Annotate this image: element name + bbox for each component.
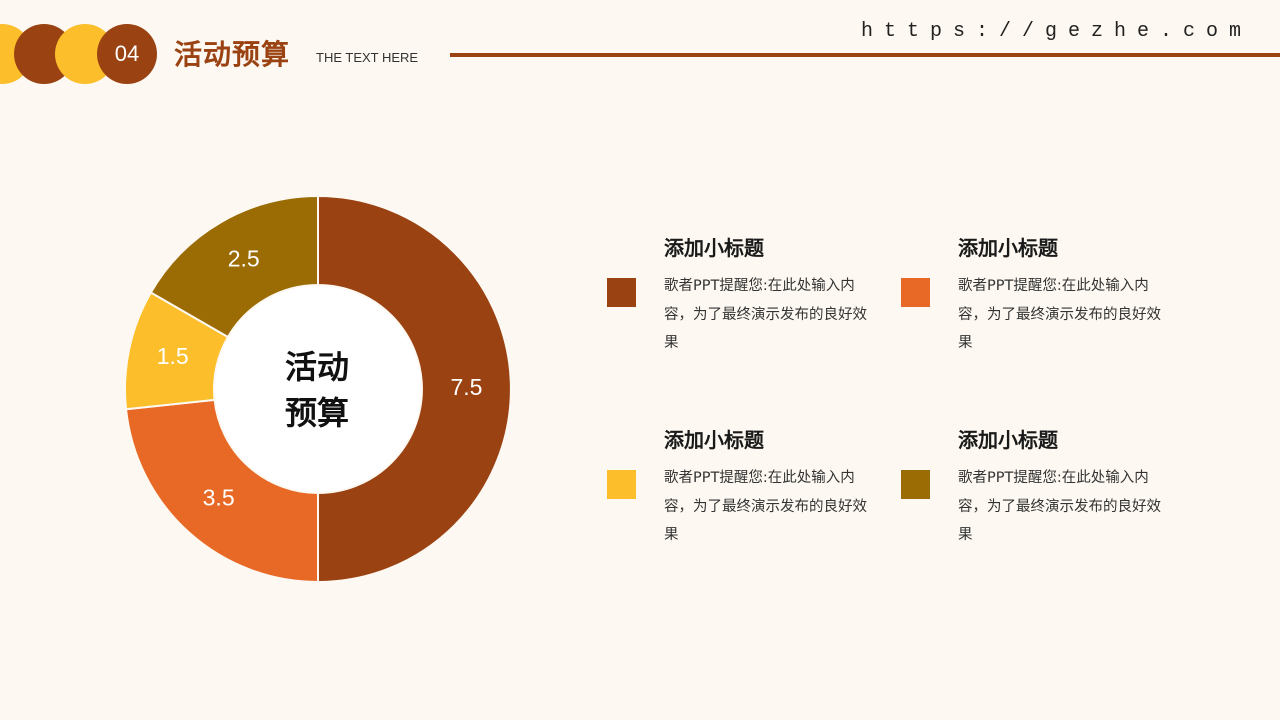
pie-label-4: 2.5 xyxy=(228,245,260,271)
legend-swatch-4 xyxy=(901,470,930,499)
pie-slice-2 xyxy=(124,398,319,584)
legend-swatch-1 xyxy=(607,278,636,307)
legend-desc-3: 歌者PPT提醒您:在此处输入内容，为了最终演示发布的良好效果 xyxy=(664,470,867,543)
legend-desc-1: 歌者PPT提醒您:在此处输入内容，为了最终演示发布的良好效果 xyxy=(664,278,867,351)
donut-chart: 7.5 3.5 1.5 2.5 xyxy=(124,194,512,584)
header-divider xyxy=(450,53,1280,57)
pie-label-2: 3.5 xyxy=(203,484,235,510)
legend-desc-2: 歌者PPT提醒您:在此处输入内容，为了最终演示发布的良好效果 xyxy=(958,278,1161,351)
pie-slice-4 xyxy=(149,194,319,339)
decor-circle-4 xyxy=(97,24,157,84)
donut-hole xyxy=(214,285,422,493)
legend-title-4: 添加小标题 xyxy=(958,428,1058,452)
section-number: 04 xyxy=(114,41,140,66)
legend-title-1: 添加小标题 xyxy=(664,236,764,260)
chart-center-label: 活动 预算 xyxy=(262,344,372,436)
pie-label-3: 1.5 xyxy=(157,343,189,369)
legend-desc-4: 歌者PPT提醒您:在此处输入内容，为了最终演示发布的良好效果 xyxy=(958,470,1161,543)
center-label-line-2: 预算 xyxy=(284,394,349,432)
pie-slice-1 xyxy=(317,194,512,584)
legend-swatch-2 xyxy=(901,278,930,307)
pie-label-1: 7.5 xyxy=(451,374,483,400)
site-url: https://gezhe.com xyxy=(860,20,1252,43)
page-title: 活动预算 xyxy=(174,38,291,71)
page-subtitle: THE TEXT HERE xyxy=(316,50,419,65)
center-label-line-1: 活动 xyxy=(284,348,349,386)
legend-title-2: 添加小标题 xyxy=(958,236,1058,260)
legend-swatch-3 xyxy=(607,470,636,499)
legend-title-3: 添加小标题 xyxy=(664,428,764,452)
